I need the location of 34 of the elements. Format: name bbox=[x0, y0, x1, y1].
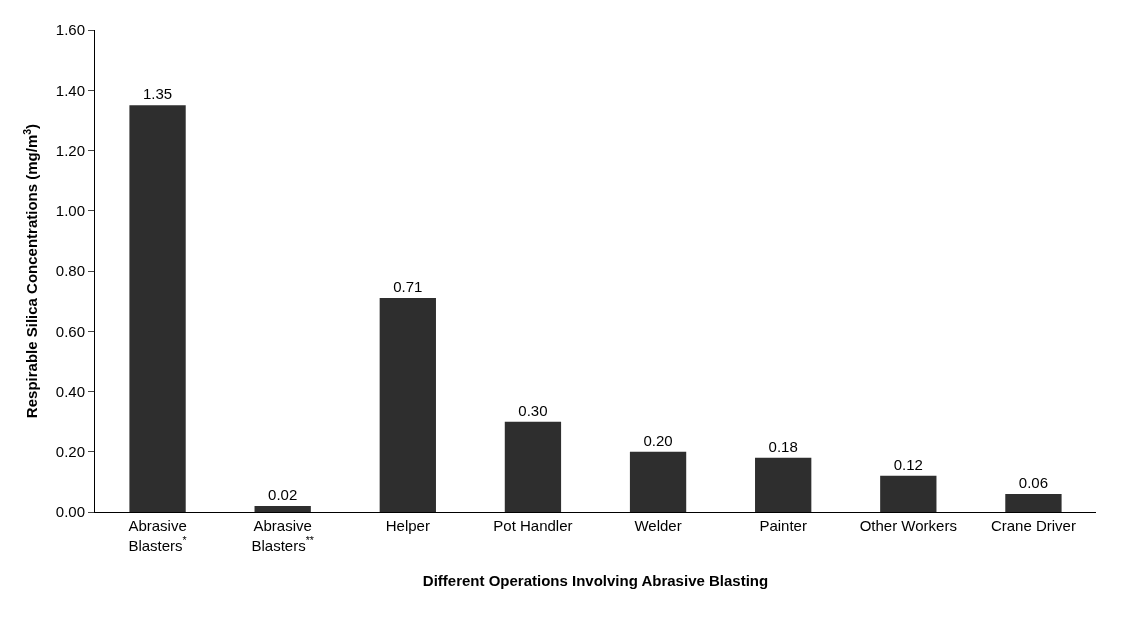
bar bbox=[504, 421, 562, 512]
x-tick-label: Other Workers bbox=[859, 517, 957, 534]
data-label: 1.35 bbox=[142, 85, 173, 103]
y-tick-label: 0.20 bbox=[55, 443, 85, 460]
x-axis-title: Different Operations Involving Abrasive Blasting bbox=[422, 571, 769, 589]
bar bbox=[129, 105, 186, 512]
data-label: 0.20 bbox=[643, 431, 673, 449]
y-tick-label: 0.40 bbox=[55, 382, 85, 400]
bar bbox=[755, 457, 812, 512]
data-label: 0.12 bbox=[893, 455, 923, 473]
x-tick-label: Painter bbox=[759, 517, 807, 534]
bar bbox=[629, 451, 687, 512]
bar bbox=[254, 505, 311, 512]
y-tick-label: 0.00 bbox=[55, 503, 85, 521]
x-tick-label: Helper bbox=[385, 517, 430, 534]
bar bbox=[379, 298, 436, 512]
y-tick-label: 1.60 bbox=[55, 21, 85, 39]
y-tick-label: 1.40 bbox=[55, 81, 85, 99]
data-label: 0.30 bbox=[518, 401, 548, 419]
x-tick-label: Crane Driver bbox=[990, 517, 1076, 534]
y-tick-label: 1.20 bbox=[55, 141, 85, 159]
y-tick-label: 0.80 bbox=[55, 262, 85, 280]
data-label: 0.06 bbox=[1018, 473, 1049, 491]
bar bbox=[880, 475, 937, 512]
x-tick-label: Welder bbox=[634, 517, 682, 534]
x-tick-label: Abrasive Blasters$^{**}$ bbox=[251, 517, 314, 554]
data-label: 0.71 bbox=[393, 278, 423, 296]
bar bbox=[1005, 493, 1062, 512]
y-tick-label: 1.00 bbox=[55, 202, 85, 219]
data-label: 0.02 bbox=[268, 485, 298, 503]
x-tick-label: Pot Handler bbox=[493, 517, 573, 534]
data-label: 0.18 bbox=[768, 437, 798, 455]
x-tick-label: Abrasive Blasters$^{*}$ bbox=[128, 517, 187, 554]
y-tick-label: 0.60 bbox=[55, 322, 85, 340]
